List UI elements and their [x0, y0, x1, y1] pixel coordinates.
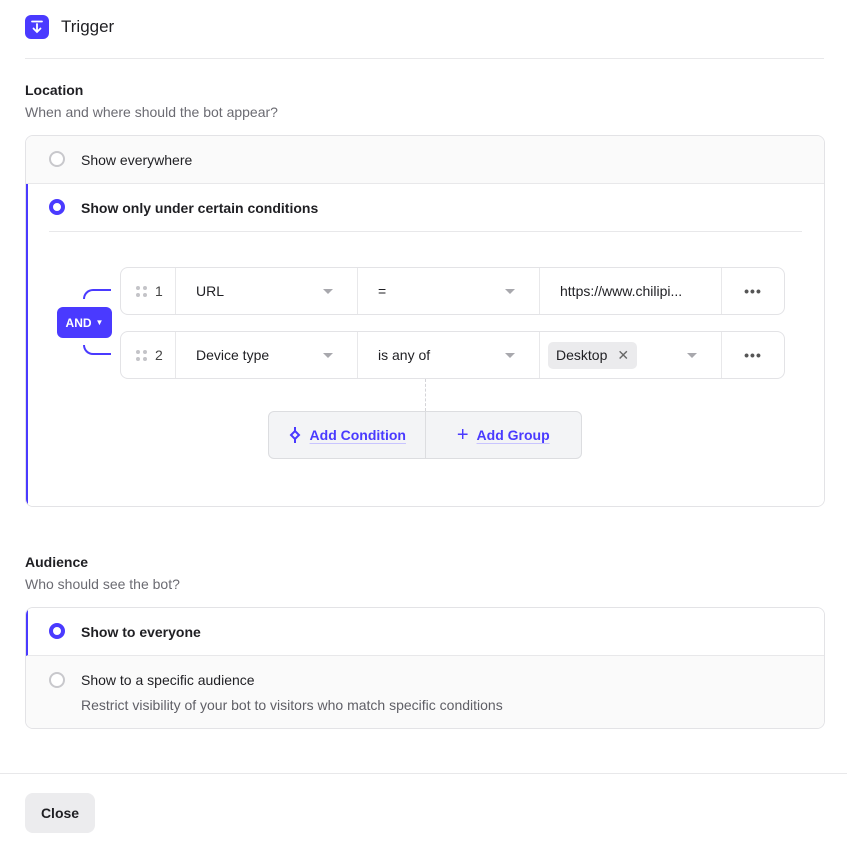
- caret-down-icon: [687, 353, 697, 358]
- more-options-button[interactable]: •••: [744, 283, 762, 299]
- option-label: Show only under certain conditions: [81, 200, 319, 216]
- divider: [25, 58, 824, 59]
- operator-value: =: [378, 283, 387, 299]
- operator-select[interactable]: is any of: [358, 332, 540, 378]
- field-value: Device type: [196, 347, 270, 363]
- condition-icon: [289, 427, 300, 443]
- caret-down-icon: [505, 353, 515, 358]
- radio-show-everywhere[interactable]: [49, 151, 65, 167]
- add-condition-button[interactable]: Add Condition: [269, 412, 426, 458]
- add-actions: Add Condition + Add Group: [268, 411, 582, 459]
- drag-handle[interactable]: 2: [121, 332, 176, 378]
- option-label: Show to everyone: [81, 624, 201, 640]
- close-button[interactable]: Close: [25, 793, 95, 833]
- and-operator-dropdown[interactable]: AND ▼: [57, 307, 112, 338]
- option-label: Show to a specific audience: [81, 672, 255, 688]
- radio-specific-audience[interactable]: [49, 672, 65, 688]
- add-group-button[interactable]: + Add Group: [426, 412, 582, 458]
- chip-label: Desktop: [556, 347, 608, 363]
- field-value: URL: [196, 283, 225, 299]
- caret-down-icon: [505, 289, 515, 294]
- caret-down-icon: [323, 289, 333, 294]
- operator-value: is any of: [378, 347, 431, 363]
- condition-row: 2 Device type is any of Desktop ✕ •••: [120, 331, 785, 379]
- group-bracket-bottom: [83, 345, 111, 355]
- field-select[interactable]: Device type: [176, 332, 358, 378]
- remove-chip-icon[interactable]: ✕: [617, 346, 630, 363]
- caret-down-icon: [323, 353, 333, 358]
- value-multiselect[interactable]: Desktop ✕: [540, 332, 722, 378]
- radio-certain-conditions[interactable]: [49, 199, 65, 215]
- field-select[interactable]: URL: [176, 268, 358, 314]
- divider: [49, 231, 802, 232]
- audience-card: Show to everyone Show to a specific audi…: [25, 607, 825, 729]
- option-specific-audience[interactable]: Show to a specific audience Restrict vis…: [26, 656, 824, 728]
- trigger-icon: [25, 15, 49, 39]
- row-index: 2: [155, 347, 163, 363]
- value-chip: Desktop ✕: [548, 341, 638, 369]
- location-subtitle: When and where should the bot appear?: [25, 104, 278, 120]
- option-label: Show everywhere: [81, 152, 193, 168]
- footer-divider: [0, 773, 847, 774]
- more-options-button[interactable]: •••: [744, 347, 762, 363]
- audience-subtitle: Who should see the bot?: [25, 576, 180, 592]
- page-title: Trigger: [61, 17, 115, 36]
- row-index: 1: [155, 283, 163, 299]
- condition-row: 1 URL = https://www.chilipi... •••: [120, 267, 785, 315]
- plus-icon: +: [456, 423, 469, 446]
- group-bracket-top: [83, 289, 111, 299]
- option-description: Restrict visibility of your bot to visit…: [81, 697, 503, 713]
- option-show-everywhere[interactable]: Show everywhere: [26, 136, 824, 184]
- add-group-label: Add Group: [476, 427, 550, 443]
- location-title: Location: [25, 82, 84, 98]
- operator-label: AND: [65, 315, 92, 330]
- value-text: https://www.chilipi...: [560, 283, 683, 299]
- drag-handle[interactable]: 1: [121, 268, 176, 314]
- operator-select[interactable]: =: [358, 268, 540, 314]
- drag-icon: [136, 349, 147, 361]
- connector-line: [425, 379, 426, 411]
- add-condition-label: Add Condition: [309, 427, 406, 443]
- radio-show-everyone[interactable]: [49, 623, 65, 639]
- drag-icon: [136, 285, 147, 297]
- caret-down-icon: ▼: [95, 318, 104, 327]
- option-show-everyone[interactable]: Show to everyone: [26, 608, 824, 656]
- value-input[interactable]: https://www.chilipi...: [540, 268, 722, 314]
- audience-title: Audience: [25, 554, 89, 570]
